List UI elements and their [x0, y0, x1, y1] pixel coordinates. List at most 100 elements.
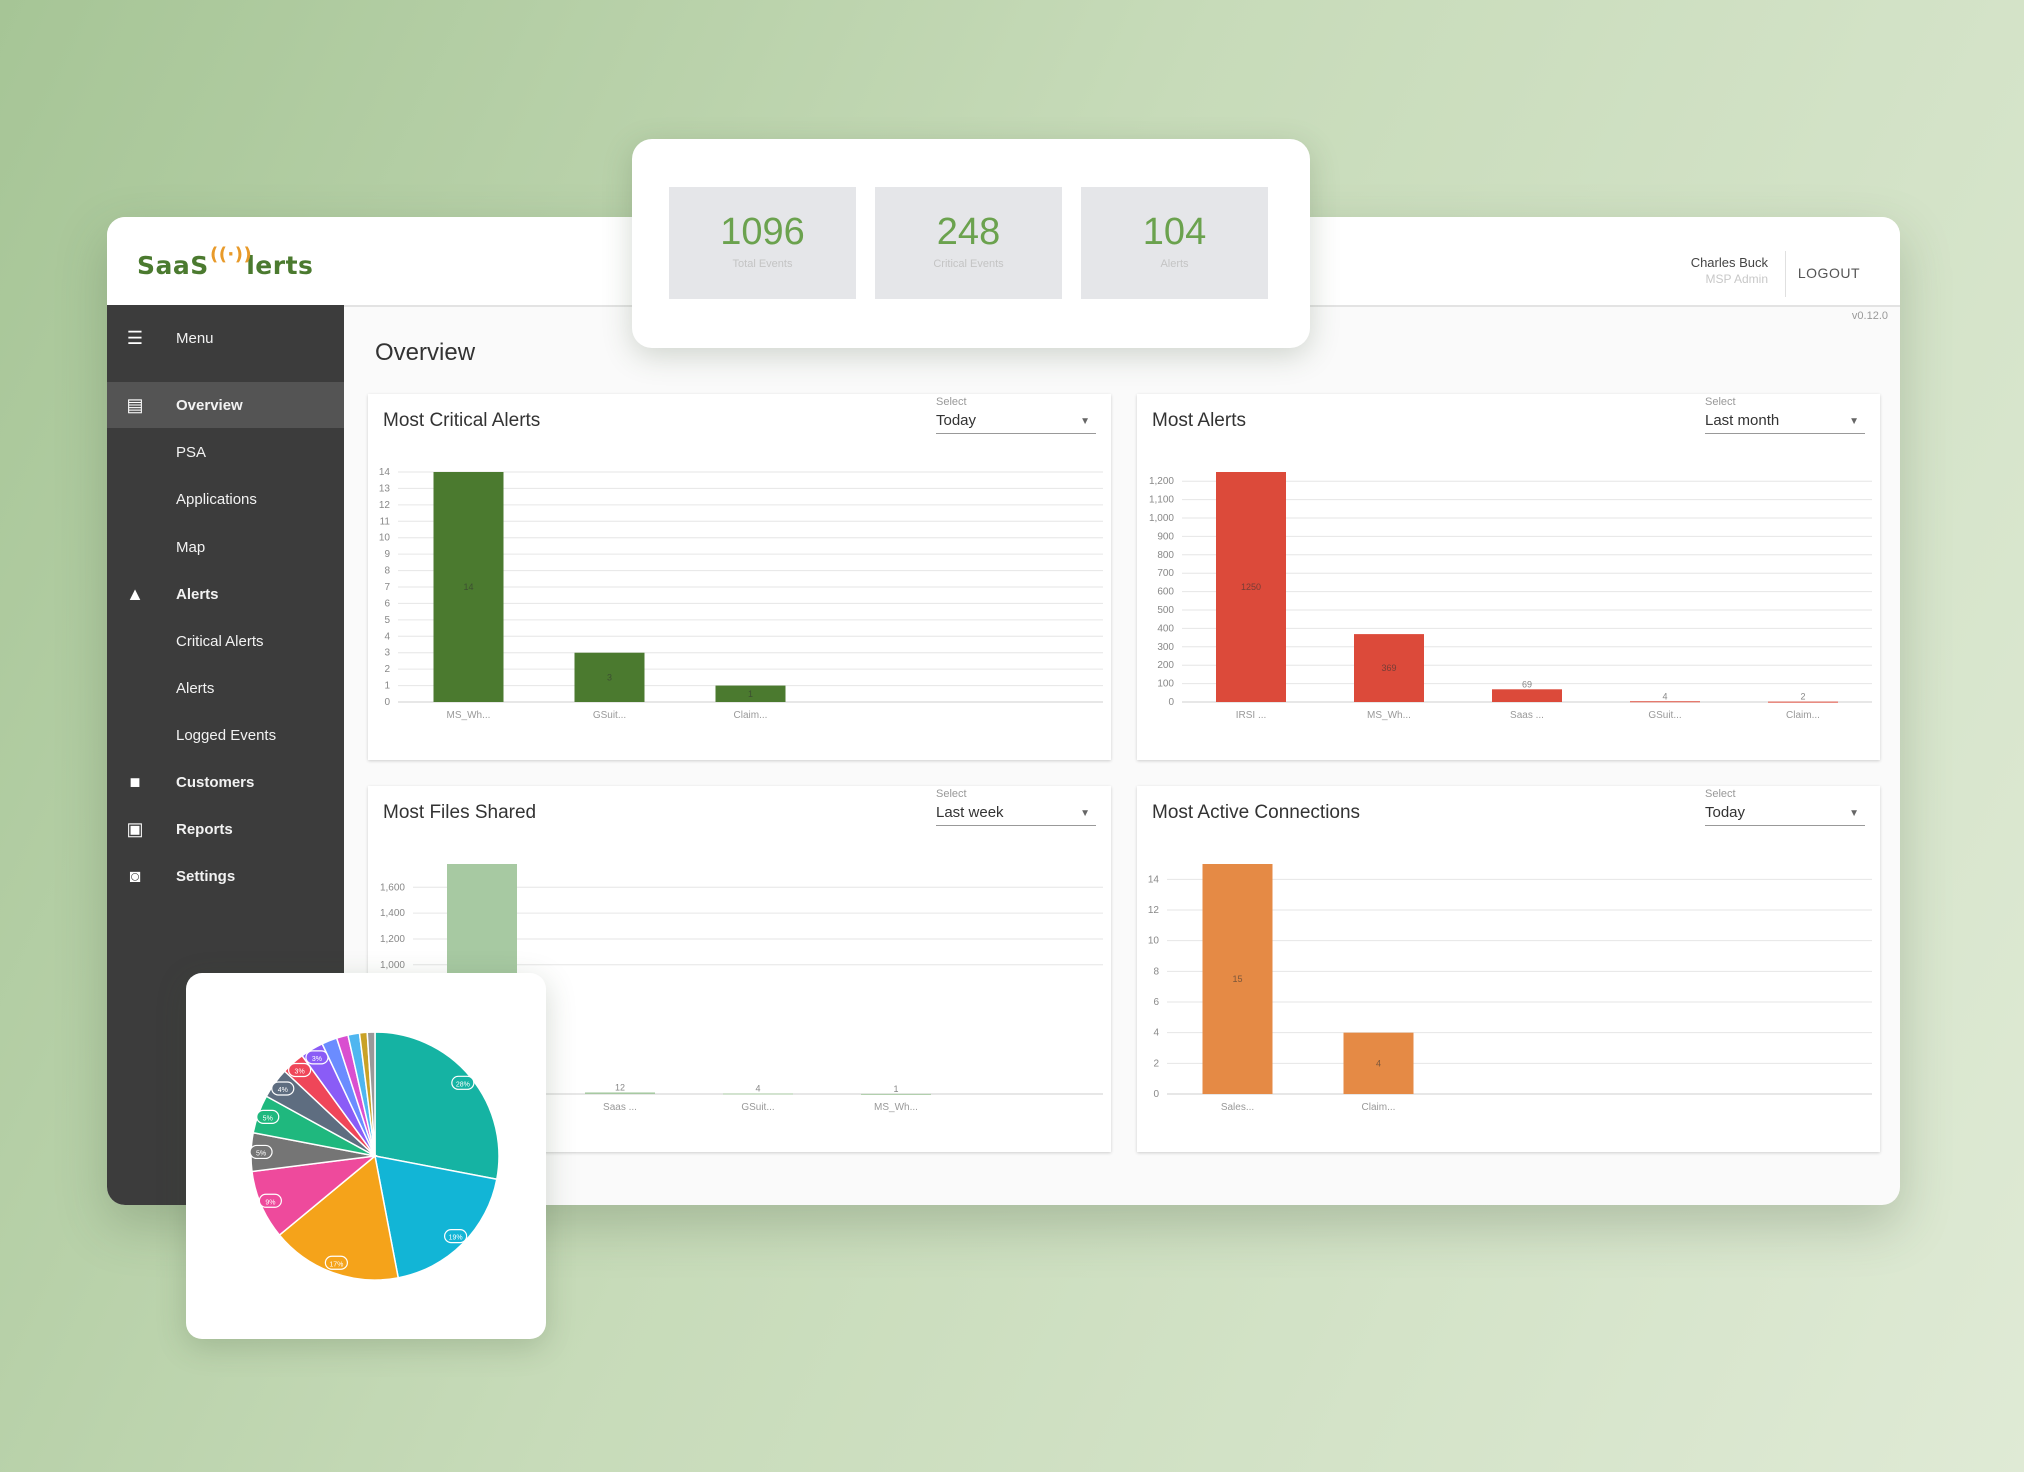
sidebar-item-reports[interactable]: ▣ Reports — [107, 806, 344, 852]
stat-value: 248 — [936, 211, 1001, 253]
select-value-text: Today — [1705, 804, 1746, 821]
select-label: Select — [1705, 396, 1736, 408]
bar[interactable] — [1768, 701, 1838, 703]
y-tick-label: 0 — [1153, 1089, 1159, 1100]
sidebar-item-customers[interactable]: ■ Customers — [107, 759, 344, 805]
y-tick-label: 1,600 — [380, 882, 405, 893]
y-tick-label: 700 — [1157, 568, 1174, 579]
logout-button[interactable]: LOGOUT — [1797, 265, 1860, 281]
sidebar-item-label: Applications — [176, 490, 257, 508]
y-tick-label: 1,200 — [380, 934, 405, 945]
sidebar-item-critical-alerts[interactable]: Critical Alerts — [107, 618, 344, 664]
sidebar-item-label: Customers — [176, 773, 255, 791]
sidebar-item-alerts[interactable]: ▲ Alerts — [107, 571, 344, 617]
time-range-select[interactable]: Select Today ▼ — [1705, 788, 1865, 826]
bar[interactable] — [574, 652, 645, 702]
pie-slice-label: 3% — [295, 1068, 305, 1075]
select-value[interactable]: Last week ▼ — [936, 804, 1096, 826]
sidebar-item-menu[interactable]: ☰ Menu — [107, 315, 344, 361]
pie-slice-label: 5% — [256, 1150, 266, 1157]
sidebar-item-logged-events[interactable]: Logged Events — [107, 712, 344, 758]
bar[interactable] — [1343, 1032, 1414, 1094]
version-label: v0.12.0 — [1851, 310, 1888, 322]
select-label: Select — [936, 396, 967, 408]
bar[interactable] — [1492, 689, 1562, 702]
y-tick-label: 12 — [379, 500, 391, 511]
sidebar-item-label: Reports — [176, 820, 233, 838]
y-tick-label: 500 — [1157, 605, 1174, 616]
stat-caption: Total Events — [732, 258, 793, 270]
saas-alerts-logo[interactable]: SaaS ((·))lerts — [137, 244, 314, 280]
sidebar-item-label: PSA — [176, 443, 207, 461]
y-tick-label: 300 — [1157, 642, 1174, 653]
sidebar-item-applications[interactable]: Applications — [107, 476, 344, 522]
y-tick-label: 5 — [384, 615, 390, 626]
time-range-select[interactable]: Select Today ▼ — [936, 396, 1096, 434]
select-value-text: Today — [936, 412, 977, 429]
y-tick-label: 1,000 — [1149, 513, 1174, 524]
bar[interactable] — [861, 1093, 931, 1095]
most-active-connections-card: Most Active Connections Select Today ▼ 0 2… — [1137, 786, 1880, 1152]
x-tick-label: Claim... — [734, 710, 768, 721]
bar[interactable] — [1202, 864, 1273, 1094]
x-tick-label: MS_Wh... — [447, 710, 491, 721]
sidebar-item-map[interactable]: Map — [107, 524, 344, 570]
sidebar-item-psa[interactable]: PSA — [107, 429, 344, 475]
y-tick-label: 800 — [1157, 550, 1174, 561]
pie-label-badge — [324, 1255, 348, 1270]
sidebar-item-label: Settings — [176, 867, 236, 885]
pie-slice[interactable] — [374, 1155, 498, 1279]
y-tick-label: 600 — [1157, 587, 1174, 598]
bar-value-label: 12 — [615, 1082, 625, 1092]
card-title: Most Files Shared — [383, 802, 537, 823]
y-tick-label: 8 — [1153, 966, 1159, 977]
bar[interactable] — [715, 685, 786, 702]
bar-value-label: 369 — [1381, 663, 1396, 673]
chevron-down-icon: ▼ — [1849, 416, 1859, 427]
y-tick-label: 1,400 — [380, 908, 405, 919]
pie-slice[interactable] — [374, 1031, 500, 1181]
sidebar-item-overview[interactable]: ▤ Overview — [107, 382, 344, 428]
bar-chart: 0 100 200 300 400 500 600 700 800 900 1,000 1,100 1,… — [1149, 472, 1872, 721]
select-value[interactable]: Today ▼ — [936, 412, 1096, 434]
x-tick-label: Claim... — [1786, 710, 1820, 721]
sidebar-item-label: Overview — [176, 396, 243, 414]
time-range-select[interactable]: Select Last week ▼ — [936, 788, 1096, 826]
bar-value-label: 3 — [607, 672, 612, 682]
bar[interactable] — [1630, 701, 1700, 703]
pie-slice-label: 19% — [449, 1235, 463, 1242]
bar-value-label: 4 — [755, 1083, 760, 1093]
pie-slice[interactable] — [278, 1154, 400, 1281]
select-value-text: Last month — [1705, 412, 1780, 429]
menu-icon: ☰ — [126, 327, 144, 348]
stat-value: 1096 — [720, 211, 805, 253]
bar[interactable] — [1354, 634, 1424, 702]
user-info: Charles Buck MSP Admin — [1691, 255, 1768, 286]
bar[interactable] — [1216, 472, 1286, 702]
pie-label-badge — [288, 1062, 312, 1078]
select-value[interactable]: Today ▼ — [1705, 804, 1865, 826]
pie-chart: 28% 19% 17% 9% 5% 5% 4% 3% 3% — [249, 1031, 500, 1281]
critical-events-stat: 248 Critical Events — [875, 187, 1062, 299]
x-tick-label: Claim... — [1362, 1102, 1396, 1113]
pie-chart-card: 28% 19% 17% 9% 5% 5% 4% 3% 3% — [186, 973, 546, 1339]
bar[interactable] — [433, 472, 504, 702]
select-value[interactable]: Last month ▼ — [1705, 412, 1865, 434]
pie-slice-label: 4% — [278, 1087, 288, 1094]
reports-icon: ▣ — [126, 818, 144, 839]
time-range-select[interactable]: Select Last month ▼ — [1705, 396, 1865, 434]
bar-chart: 0123456789101112131414MS_Wh...3GSuit...1… — [379, 467, 1103, 721]
chart-icon: ▤ — [126, 394, 144, 415]
bar[interactable] — [585, 1092, 655, 1094]
x-tick-label: GSuit... — [741, 1102, 774, 1113]
sidebar-item-settings[interactable]: ◙ Settings — [107, 853, 344, 899]
x-tick-label: Saas ... — [1510, 710, 1544, 721]
y-tick-label: 12 — [1148, 905, 1160, 916]
x-tick-label: Sales... — [1221, 1102, 1254, 1113]
pie-slice-label: 17% — [329, 1261, 343, 1268]
bar[interactable] — [723, 1093, 793, 1095]
pie-slice[interactable] — [366, 1031, 376, 1157]
sidebar-item-alerts[interactable]: Alerts — [107, 665, 344, 711]
y-tick-label: 4 — [1153, 1028, 1159, 1039]
bar-value-label: 69 — [1522, 679, 1532, 689]
